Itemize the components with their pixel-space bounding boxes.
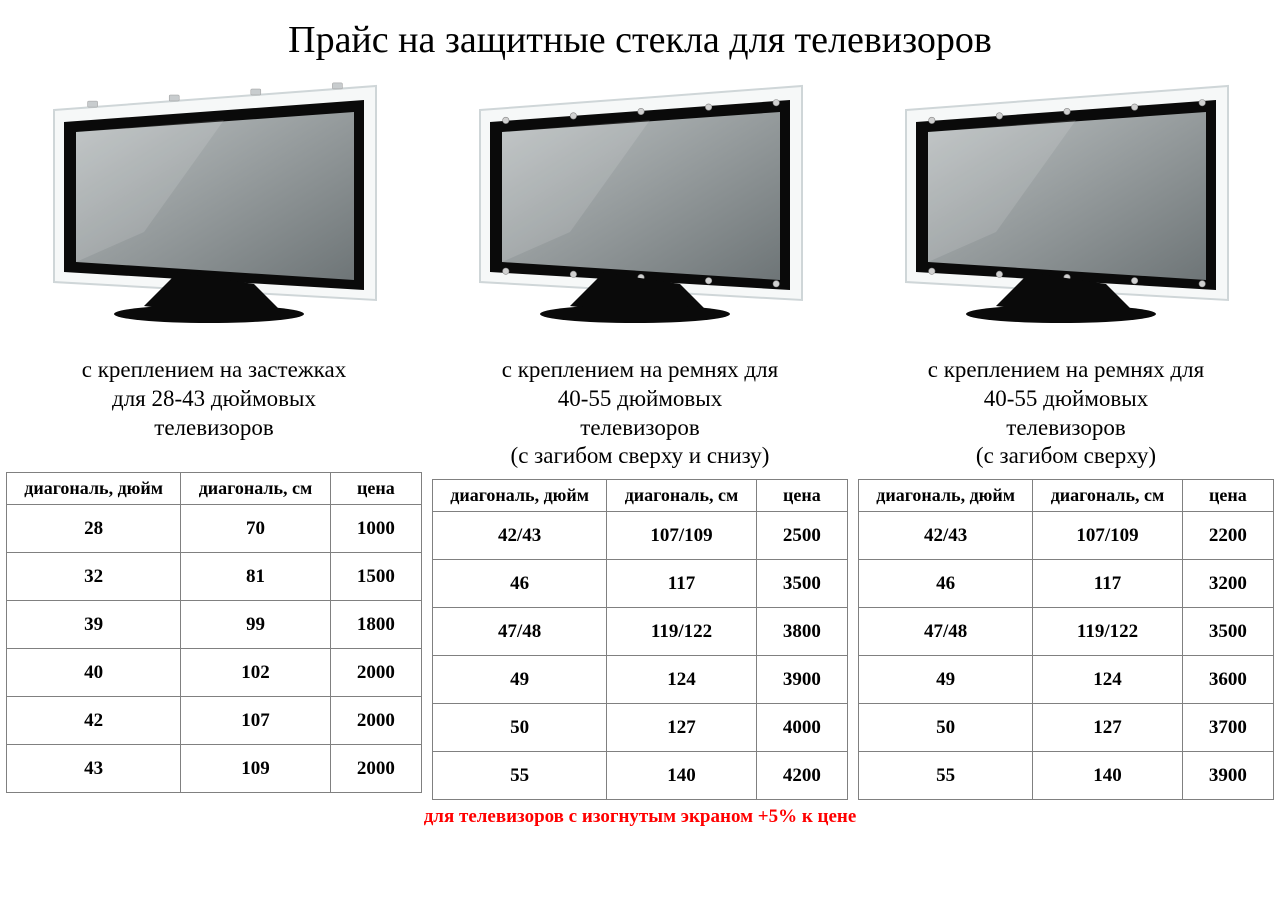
table-row: 461173200: [859, 560, 1274, 608]
cell-cm: 124: [1033, 656, 1182, 704]
product-column-strap-topbot: с креплением на ремнях для 40-55 дюймовы…: [430, 72, 850, 800]
tv-illustration: [876, 72, 1256, 352]
cell-price: 3700: [1182, 704, 1273, 752]
cell-inch: 28: [7, 505, 181, 553]
cell-inch: 47/48: [859, 608, 1033, 656]
cell-price: 2000: [330, 649, 421, 697]
price-table: диагональ, дюймдиагональ, смцена42/43107…: [432, 479, 848, 800]
cell-price: 2000: [330, 745, 421, 793]
cell-price: 2000: [330, 697, 421, 745]
cell-price: 3800: [756, 608, 847, 656]
cell-price: 2500: [756, 512, 847, 560]
table-row: 47/48119/1223500: [859, 608, 1274, 656]
table-header-inch: диагональ, дюйм: [7, 473, 181, 505]
price-table: диагональ, дюймдиагональ, смцена28701000…: [6, 472, 422, 793]
cell-cm: 117: [1033, 560, 1182, 608]
cell-price: 4000: [756, 704, 847, 752]
columns-container: с креплением на застежках для 28-43 дюйм…: [0, 72, 1280, 800]
cell-cm: 117: [607, 560, 756, 608]
cell-price: 3900: [756, 656, 847, 704]
price-table: диагональ, дюймдиагональ, смцена42/43107…: [858, 479, 1274, 800]
cell-cm: 107/109: [1033, 512, 1182, 560]
table-row: 551404200: [433, 752, 848, 800]
cell-inch: 39: [7, 601, 181, 649]
cell-price: 3600: [1182, 656, 1273, 704]
cell-cm: 107/109: [607, 512, 756, 560]
cell-price: 3500: [756, 560, 847, 608]
cell-cm: 124: [607, 656, 756, 704]
cell-price: 1500: [330, 553, 421, 601]
tv-illustration: [24, 72, 404, 352]
cell-inch: 50: [433, 704, 607, 752]
cell-price: 1800: [330, 601, 421, 649]
cell-inch: 49: [433, 656, 607, 704]
table-header-price: цена: [756, 480, 847, 512]
column-caption: с креплением на ремнях для 40-55 дюймовы…: [920, 352, 1212, 479]
cell-cm: 99: [181, 601, 330, 649]
table-row: 42/43107/1092500: [433, 512, 848, 560]
table-row: 421072000: [7, 697, 422, 745]
table-header-price: цена: [1182, 480, 1273, 512]
table-row: 491243900: [433, 656, 848, 704]
cell-cm: 119/122: [607, 608, 756, 656]
cell-cm: 109: [181, 745, 330, 793]
cell-cm: 140: [1033, 752, 1182, 800]
cell-cm: 70: [181, 505, 330, 553]
table-row: 39991800: [7, 601, 422, 649]
cell-inch: 43: [7, 745, 181, 793]
cell-price: 3200: [1182, 560, 1273, 608]
column-caption: с креплением на ремнях для 40-55 дюймовы…: [494, 352, 786, 479]
table-row: 32811500: [7, 553, 422, 601]
table-header-cm: диагональ, см: [607, 480, 756, 512]
table-row: 461173500: [433, 560, 848, 608]
cell-inch: 55: [859, 752, 1033, 800]
cell-price: 2200: [1182, 512, 1273, 560]
cell-inch: 42/43: [433, 512, 607, 560]
table-header-cm: диагональ, см: [1033, 480, 1182, 512]
cell-price: 1000: [330, 505, 421, 553]
cell-inch: 49: [859, 656, 1033, 704]
cell-cm: 127: [1033, 704, 1182, 752]
table-row: 501273700: [859, 704, 1274, 752]
table-row: 401022000: [7, 649, 422, 697]
cell-inch: 40: [7, 649, 181, 697]
table-row: 28701000: [7, 505, 422, 553]
table-header-price: цена: [330, 473, 421, 505]
cell-inch: 46: [433, 560, 607, 608]
table-header-inch: диагональ, дюйм: [859, 480, 1033, 512]
cell-price: 4200: [756, 752, 847, 800]
table-header-cm: диагональ, см: [181, 473, 330, 505]
tv-illustration: [450, 72, 830, 352]
cell-inch: 47/48: [433, 608, 607, 656]
table-row: 431092000: [7, 745, 422, 793]
table-row: 42/43107/1092200: [859, 512, 1274, 560]
cell-inch: 55: [433, 752, 607, 800]
cell-cm: 107: [181, 697, 330, 745]
cell-cm: 127: [607, 704, 756, 752]
page-title: Прайс на защитные стекла для телевизоров: [0, 0, 1280, 72]
cell-price: 3500: [1182, 608, 1273, 656]
cell-inch: 50: [859, 704, 1033, 752]
product-column-strap-top: с креплением на ремнях для 40-55 дюймовы…: [856, 72, 1276, 800]
table-row: 551403900: [859, 752, 1274, 800]
footnote: для телевизоров с изогнутым экраном +5% …: [0, 806, 1280, 828]
table-header-inch: диагональ, дюйм: [433, 480, 607, 512]
table-row: 501274000: [433, 704, 848, 752]
table-row: 47/48119/1223800: [433, 608, 848, 656]
cell-price: 3900: [1182, 752, 1273, 800]
cell-inch: 32: [7, 553, 181, 601]
table-row: 491243600: [859, 656, 1274, 704]
cell-inch: 42/43: [859, 512, 1033, 560]
cell-cm: 119/122: [1033, 608, 1182, 656]
cell-inch: 46: [859, 560, 1033, 608]
cell-cm: 140: [607, 752, 756, 800]
product-column-clip: с креплением на застежках для 28-43 дюйм…: [4, 72, 424, 800]
cell-cm: 102: [181, 649, 330, 697]
cell-inch: 42: [7, 697, 181, 745]
column-caption: с креплением на застежках для 28-43 дюйм…: [74, 352, 354, 472]
cell-cm: 81: [181, 553, 330, 601]
